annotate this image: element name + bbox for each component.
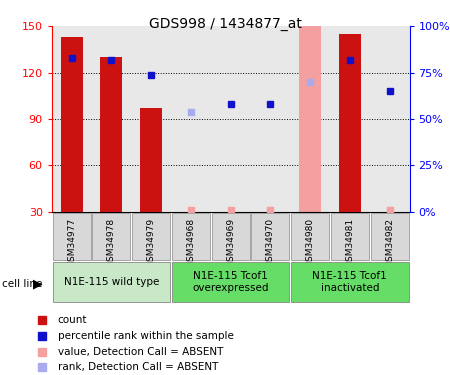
Text: GSM34981: GSM34981 <box>346 218 355 267</box>
Text: value, Detection Call = ABSENT: value, Detection Call = ABSENT <box>58 346 223 357</box>
Bar <box>140 108 162 212</box>
Text: ▶: ▶ <box>32 278 42 290</box>
Bar <box>370 26 410 212</box>
FancyBboxPatch shape <box>331 213 369 260</box>
FancyBboxPatch shape <box>132 213 170 260</box>
Text: GSM34979: GSM34979 <box>147 218 156 267</box>
Bar <box>61 37 82 212</box>
Bar <box>251 26 290 212</box>
Text: N1E-115 wild type: N1E-115 wild type <box>64 277 159 287</box>
Text: GSM34970: GSM34970 <box>266 218 275 267</box>
FancyBboxPatch shape <box>172 262 289 302</box>
Text: GSM34982: GSM34982 <box>385 218 394 267</box>
Bar <box>100 57 122 212</box>
Bar <box>171 26 211 212</box>
FancyBboxPatch shape <box>53 213 91 260</box>
Bar <box>91 26 131 212</box>
Bar <box>131 26 171 212</box>
Bar <box>330 26 370 212</box>
FancyBboxPatch shape <box>53 262 170 302</box>
Text: GSM34980: GSM34980 <box>306 218 315 267</box>
Text: GSM34969: GSM34969 <box>226 218 235 267</box>
Bar <box>52 26 91 212</box>
FancyBboxPatch shape <box>291 213 329 260</box>
Bar <box>299 26 321 212</box>
Text: GSM34977: GSM34977 <box>67 218 76 267</box>
Text: percentile rank within the sample: percentile rank within the sample <box>58 331 234 341</box>
Text: rank, Detection Call = ABSENT: rank, Detection Call = ABSENT <box>58 362 218 372</box>
FancyBboxPatch shape <box>370 213 409 260</box>
Text: GDS998 / 1434877_at: GDS998 / 1434877_at <box>148 17 302 31</box>
Text: N1E-115 Tcof1
overexpressed: N1E-115 Tcof1 overexpressed <box>193 272 269 293</box>
Text: GSM34978: GSM34978 <box>107 218 116 267</box>
Text: count: count <box>58 315 87 325</box>
FancyBboxPatch shape <box>92 213 130 260</box>
FancyBboxPatch shape <box>291 262 409 302</box>
Text: cell line: cell line <box>2 279 43 289</box>
Bar <box>211 26 251 212</box>
FancyBboxPatch shape <box>172 213 210 260</box>
Text: N1E-115 Tcof1
inactivated: N1E-115 Tcof1 inactivated <box>312 272 387 293</box>
Text: GSM34968: GSM34968 <box>186 218 195 267</box>
Bar <box>339 34 361 212</box>
FancyBboxPatch shape <box>251 213 289 260</box>
FancyBboxPatch shape <box>212 213 250 260</box>
Bar <box>290 26 330 212</box>
